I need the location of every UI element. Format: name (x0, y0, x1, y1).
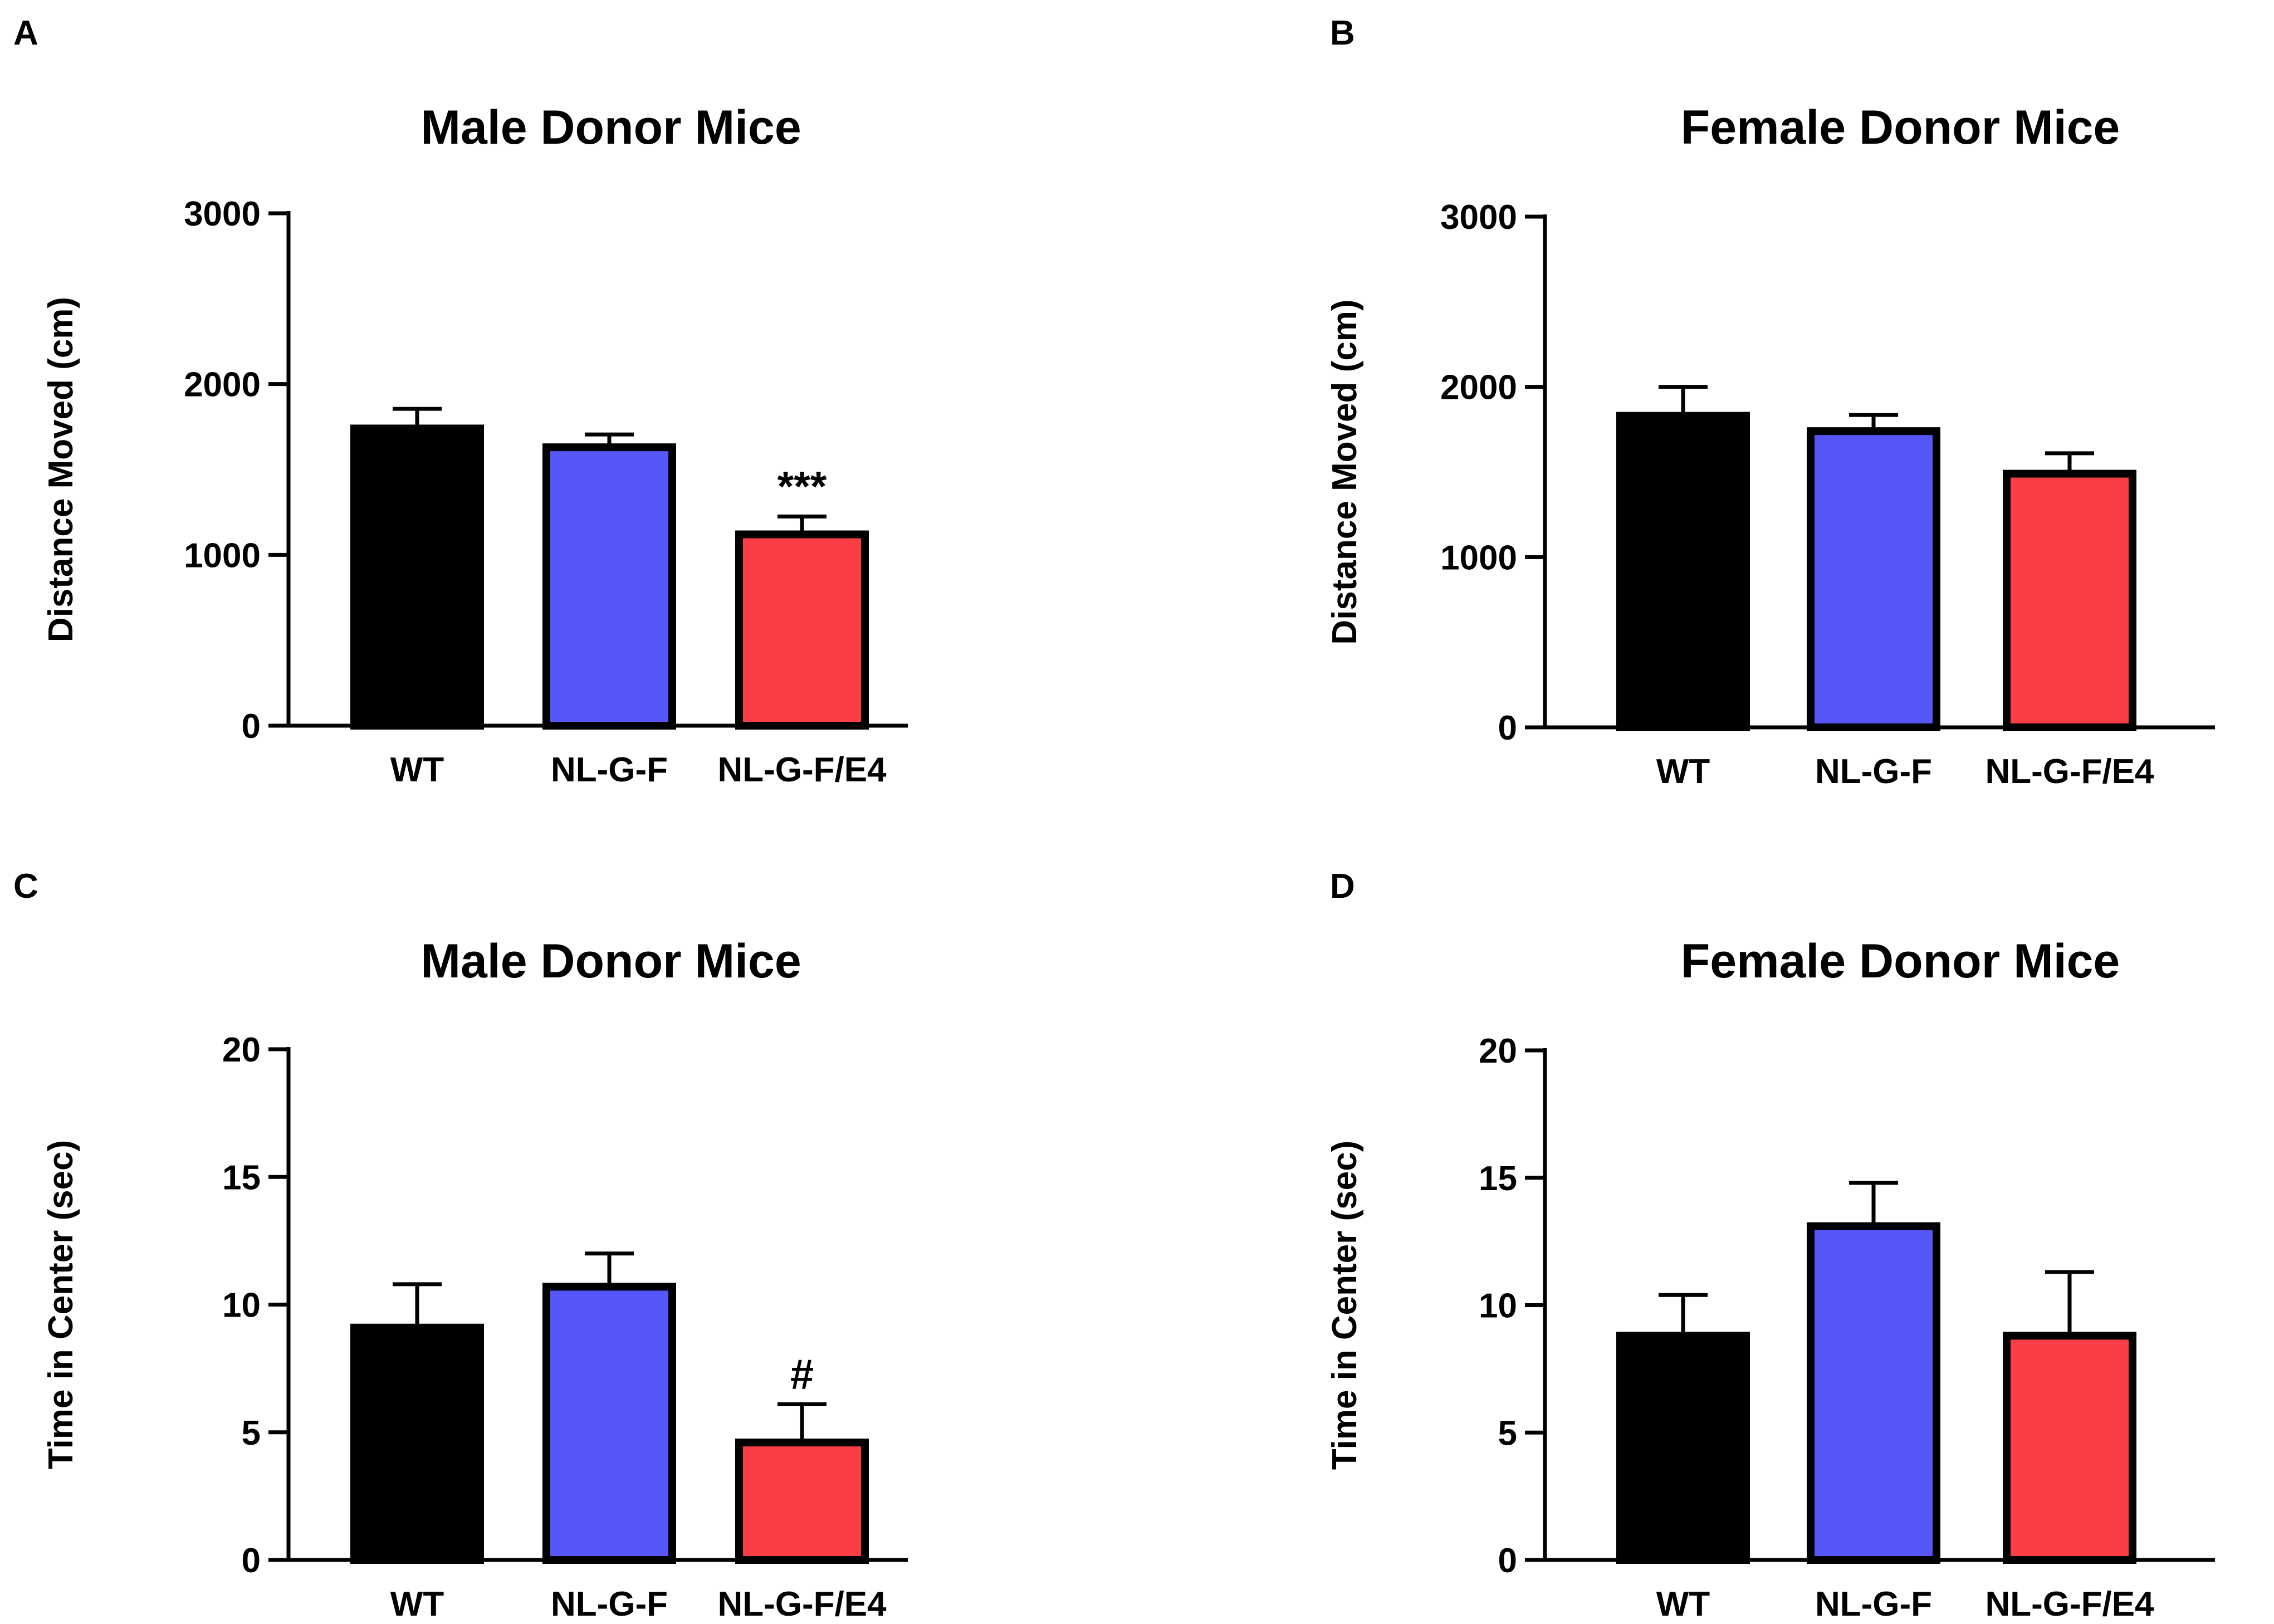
x-tick-label: NL-G-F/E4 (1985, 752, 2154, 791)
y-tick-label: 10 (222, 1287, 261, 1325)
x-tick-label: NL-G-F/E4 (1985, 1585, 2154, 1623)
chart-title: Female Donor Mice (1681, 935, 2120, 988)
bar-nl-g-f (542, 1283, 676, 1564)
panel-label: C (13, 867, 38, 906)
x-tick-label: WT (390, 751, 444, 789)
panel-label: D (1330, 867, 1355, 906)
x-tick-label: NL-G-F (1815, 752, 1932, 791)
bar-wt (1616, 412, 1750, 731)
bar-nl-g-f-e4 (2003, 1332, 2136, 1564)
x-tick-label: NL-G-F (1815, 1585, 1932, 1623)
y-axis-label: Time in Center (sec) (1326, 1141, 1364, 1470)
y-tick-label: 0 (242, 1542, 261, 1580)
chart-panel-d: D Female Donor Mice Time in Center (sec) WT… (1326, 867, 2215, 1623)
y-tick-label: 5 (242, 1414, 261, 1452)
y-tick-label: 15 (222, 1158, 261, 1197)
panel-label: B (1330, 14, 1355, 52)
chart-title: Male Donor Mice (420, 101, 801, 154)
bar-wt (1616, 1332, 1750, 1564)
y-tick-label: 0 (1498, 709, 1517, 747)
y-tick-label: 15 (1479, 1160, 1517, 1198)
bar-wt (350, 424, 484, 730)
panel-label: A (13, 14, 38, 52)
chart-title: Male Donor Mice (420, 935, 801, 988)
bar-wt (350, 1323, 484, 1564)
y-tick-label: 1000 (1440, 539, 1517, 577)
bar-nl-g-f (1807, 427, 1940, 731)
chart-panel-b: B Female Donor Mice Distance Moved (cm) WT N… (1326, 14, 2215, 791)
y-tick-label: 1000 (184, 536, 261, 575)
bar-nl-g-f-e4 (2003, 469, 2136, 731)
x-tick-label: NL-G-F (551, 751, 668, 789)
x-tick-label: WT (1656, 1585, 1710, 1623)
x-tick-label: WT (390, 1585, 444, 1623)
x-tick-label: NL-G-F/E4 (717, 751, 887, 789)
x-tick-label: WT (1656, 752, 1710, 791)
y-tick-label: 0 (1498, 1542, 1517, 1580)
x-tick-label: NL-G-F (551, 1585, 668, 1623)
y-tick-label: 3000 (184, 195, 261, 233)
y-tick-label: 20 (222, 1031, 261, 1069)
bar-nl-g-f (542, 443, 676, 730)
y-axis-label: Distance Moved (cm) (42, 297, 80, 642)
y-axis-label: Time in Center (sec) (42, 1140, 80, 1469)
bar-nl-g-f-e4 (735, 1439, 869, 1564)
chart-panel-c: C Male Donor Mice Time in Center (sec) WT NL… (13, 867, 908, 1623)
significance-annotation: *** (777, 463, 827, 510)
x-tick-label: NL-G-F/E4 (717, 1585, 887, 1623)
y-tick-label: 2000 (184, 366, 261, 404)
y-axis-label: Distance Moved (cm) (1326, 299, 1364, 644)
y-tick-label: 2000 (1440, 369, 1517, 407)
chart-panel-a: A Male Donor Mice Distance Moved (cm) WT NL-… (13, 14, 908, 789)
y-tick-label: 5 (1498, 1414, 1517, 1452)
y-tick-label: 10 (1479, 1287, 1517, 1325)
y-tick-label: 0 (242, 707, 261, 746)
chart-title: Female Donor Mice (1681, 101, 2120, 154)
bar-nl-g-f (1807, 1222, 1940, 1564)
y-tick-label: 20 (1479, 1032, 1517, 1070)
significance-annotation: # (790, 1351, 814, 1398)
bar-nl-g-f-e4 (735, 530, 869, 730)
y-tick-label: 3000 (1440, 198, 1517, 237)
